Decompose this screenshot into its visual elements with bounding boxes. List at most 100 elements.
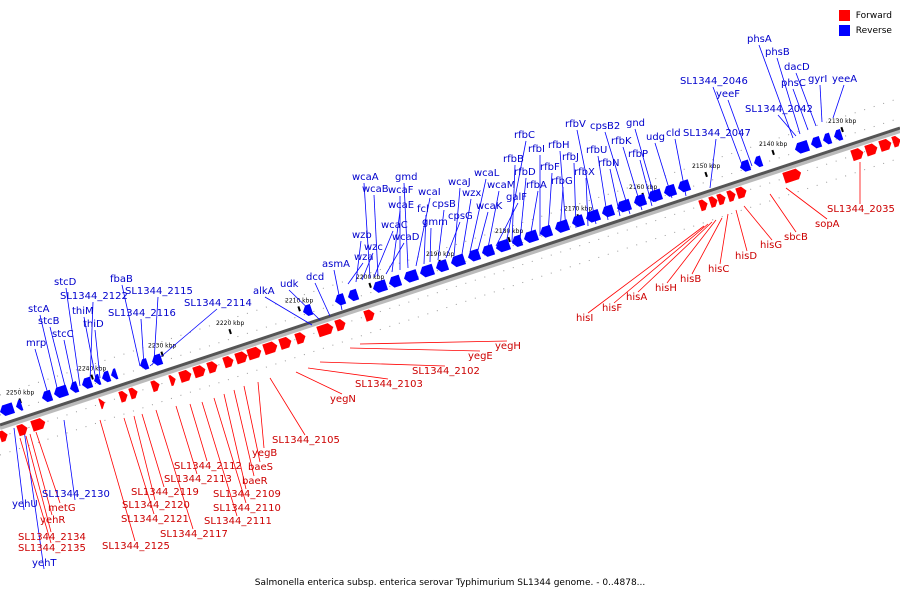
reverse-gene-label: rfbB — [503, 154, 524, 165]
forward-label: Forward — [855, 10, 892, 21]
kbp-tick-label: 2230 kbp — [148, 343, 176, 350]
reverse-gene-label: dcd — [306, 272, 324, 283]
reverse-gene-label: rfbI — [528, 144, 545, 155]
reverse-gene-arrow — [586, 209, 602, 223]
reverse-gene-label: SL1344_2046 — [680, 76, 748, 87]
kbp-tick-label: 2240 kbp — [78, 366, 106, 373]
reverse-gene-label: wcaA — [352, 172, 379, 183]
forward-gene-label: yegB — [252, 448, 277, 459]
reverse-gene-arrow — [468, 248, 482, 262]
reverse-gene-label: SL1344_2115 — [125, 286, 193, 297]
reverse-leader-line — [445, 221, 461, 259]
reverse-gene-arrow — [335, 293, 347, 306]
forward-gene-label: SL1344_2119 — [131, 487, 199, 498]
reverse-gene-label: SL1344_2116 — [108, 308, 176, 319]
forward-leader-line — [35, 431, 61, 504]
forward-leader-line — [19, 437, 52, 544]
reverse-leader-line — [792, 88, 809, 131]
reverse-gene-label: rfbD — [514, 167, 536, 178]
reverse-gene-arrow — [811, 136, 823, 149]
forward-gene-arrow — [278, 336, 292, 350]
forward-gene-label: hisH — [655, 283, 677, 294]
reverse-gene-label: gmm — [422, 217, 448, 228]
reverse-leader-line — [314, 282, 331, 317]
forward-gene-arrow — [16, 423, 28, 437]
reverse-gene-arrow — [70, 381, 80, 393]
reverse-gene-label: alkA — [253, 286, 275, 297]
kbp-tick-label: 2220 kbp — [216, 320, 244, 327]
reverse-gene-arrow — [303, 303, 314, 316]
forward-gene-label: SL1344_2111 — [204, 516, 272, 527]
reverse-gene-label: dacD — [784, 62, 810, 73]
forward-swatch — [838, 10, 850, 21]
forward-leader-line — [349, 347, 481, 352]
reverse-leader-line — [140, 318, 145, 367]
reverse-gene-arrow — [42, 389, 54, 403]
kbp-tick-label: 2130 kbp — [828, 118, 856, 125]
genome-axis: 2130 kbp 2140 kbp 2150 kbp 2160 kbp 2170 kbp… — [0, 118, 900, 430]
forward-gene-arrow — [726, 190, 736, 202]
reverse-gene-label: wcaC — [381, 220, 408, 231]
reverse-leader-line — [712, 86, 745, 171]
reverse-gene-label: cpsB — [432, 199, 456, 210]
forward-leader-line — [613, 223, 709, 304]
forward-gene-arrow — [334, 319, 346, 332]
reverse-leader-line — [423, 214, 427, 265]
reverse-gene-label: udk — [280, 279, 299, 290]
forward-gene-arrow — [782, 168, 802, 184]
reverse-gene-arrow — [451, 253, 467, 268]
forward-gene-arrow — [118, 390, 128, 403]
forward-leader-line — [25, 435, 52, 533]
forward-leader-line — [123, 417, 155, 515]
reverse-leader-line — [461, 198, 472, 255]
reverse-leader-line — [505, 140, 527, 245]
kbp-tick-mark — [228, 328, 232, 335]
forward-gene-arrow — [222, 355, 234, 369]
reverse-leader-line — [288, 289, 321, 321]
forward-gene-label: hisG — [760, 240, 782, 251]
kbp-tick-mark — [840, 126, 844, 133]
forward-leader-line — [785, 187, 828, 220]
kbp-tick-label: 2140 kbp — [759, 141, 787, 148]
reverse-gene-label: yeeF — [716, 89, 740, 100]
reverse-gene-label: SL1344_2130 — [42, 489, 110, 500]
reverse-gene-arrow — [389, 274, 403, 288]
reverse-gene-label: gnd — [626, 118, 645, 129]
reverse-leader-line — [819, 84, 823, 123]
reverse-gene-label: wzx — [462, 188, 481, 199]
forward-gene-label: SL1344_2035 — [827, 204, 895, 215]
reverse-gene-arrow — [404, 269, 420, 283]
reverse-leader-line — [634, 128, 657, 203]
reverse-gene-label: thiM — [72, 306, 94, 317]
reverse-gene-arrow — [111, 368, 119, 380]
reverse-gene-arrow — [834, 129, 844, 141]
forward-leader-line — [743, 205, 773, 241]
reverse-gene-label: rfbA — [526, 180, 547, 191]
reverse-leader-line — [453, 187, 461, 257]
forward-gene-label: hisF — [602, 303, 622, 314]
reverse-gene-label: SL1344_2122 — [60, 291, 128, 302]
reverse-gene-label: thiD — [83, 319, 104, 330]
kbp-tick-label: 2210 kbp — [285, 297, 313, 304]
forward-leader-line — [691, 217, 723, 275]
forward-gene-arrow — [0, 430, 8, 443]
reverse-gene-label: stcA — [28, 304, 50, 315]
reverse-gene-label: SL1344_2114 — [184, 298, 252, 309]
kbp-tick-mark — [297, 306, 301, 312]
reverse-leader-line — [385, 242, 405, 275]
reverse-gene-label: rfbK — [611, 136, 632, 147]
forward-gene-label: SL1344_2135 — [18, 543, 86, 554]
forward-leader-line — [257, 381, 265, 449]
reverse-leader-line — [63, 339, 75, 389]
reverse-gene-label: cpsG — [448, 211, 473, 222]
forward-gene-arrow — [168, 375, 176, 387]
reverse-gene-arrow — [348, 288, 360, 302]
forward-gene-arrow — [735, 186, 747, 200]
kbp-tick-mark — [704, 171, 708, 178]
reverse-gene-label: rfbP — [628, 149, 648, 160]
reverse-leader-line — [415, 197, 431, 267]
forward-leader-line — [666, 219, 717, 284]
reverse-leader-line — [63, 419, 76, 501]
forward-gene-label: SL1344_2120 — [122, 500, 190, 511]
